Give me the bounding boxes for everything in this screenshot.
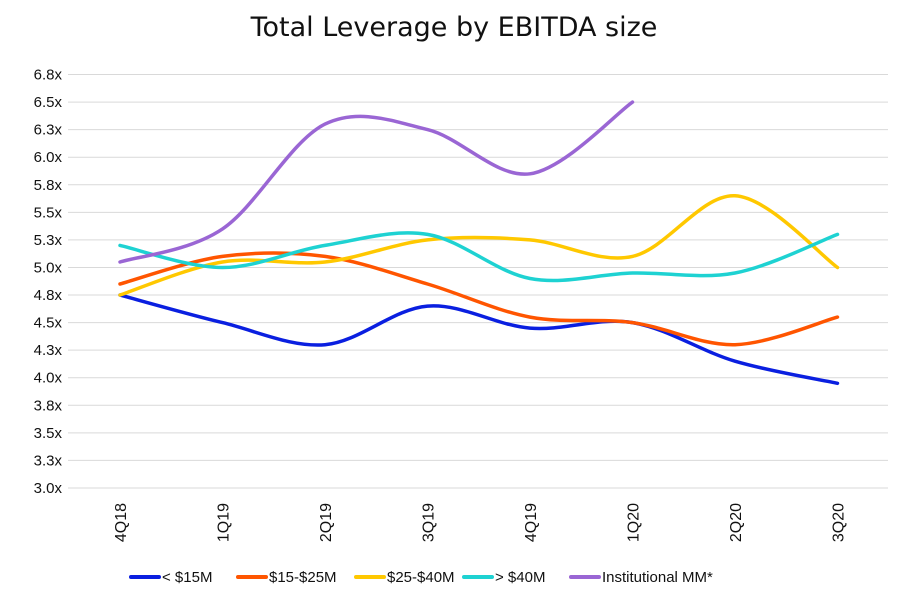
y-axis-ticks: 3.0x 3.3x 3.5x 3.8x 4.0x 4.3x 4.5x 4.8x 5.0x 5.3x… bbox=[34, 67, 63, 497]
x-tick-label: 1Q20 bbox=[626, 503, 643, 542]
legend-label: $25-$40M bbox=[387, 569, 455, 586]
series-line-1 bbox=[118, 251, 840, 347]
y-tick-label: 6.0x bbox=[34, 149, 63, 166]
y-tick-label: 6.5x bbox=[34, 94, 63, 111]
chart-title: Total Leverage by EBITDA size bbox=[250, 12, 658, 43]
x-tick-label: 2Q19 bbox=[318, 503, 335, 542]
y-tick-label: 3.5x bbox=[34, 425, 63, 442]
series-line-2 bbox=[118, 194, 840, 297]
x-tick-label: 3Q20 bbox=[831, 503, 848, 542]
legend-label: Institutional MM* bbox=[602, 569, 713, 586]
x-tick-label: 4Q19 bbox=[523, 503, 540, 542]
y-tick-label: 4.5x bbox=[34, 315, 63, 332]
y-tick-label: 4.8x bbox=[34, 287, 63, 304]
y-tick-label: 5.3x bbox=[34, 232, 63, 249]
y-tick-label: 3.8x bbox=[34, 397, 63, 414]
x-tick-label: 1Q19 bbox=[216, 503, 233, 542]
y-tick-label: 4.0x bbox=[34, 370, 63, 387]
series-line-3 bbox=[118, 231, 840, 283]
legend: < $15M $15-$25M $25-$40M > $40M Institutiona… bbox=[129, 569, 713, 586]
y-tick-label: 3.3x bbox=[34, 452, 63, 469]
x-tick-label: 2Q20 bbox=[728, 503, 745, 542]
legend-label: > $40M bbox=[495, 569, 545, 586]
y-tick-label: 6.3x bbox=[34, 122, 63, 139]
y-tick-label: 5.0x bbox=[34, 259, 63, 276]
x-tick-label: 3Q19 bbox=[421, 503, 438, 542]
y-tick-label: 5.8x bbox=[34, 177, 63, 194]
legend-label: < $15M bbox=[162, 569, 212, 586]
y-tick-label: 4.3x bbox=[34, 342, 63, 359]
series-lines bbox=[118, 100, 840, 386]
series-line-4 bbox=[118, 100, 635, 264]
y-tick-label: 5.5x bbox=[34, 204, 63, 221]
series-line-0 bbox=[118, 293, 840, 386]
y-tick-label: 6.8x bbox=[34, 67, 63, 84]
grid-lines bbox=[68, 74, 888, 489]
x-tick-label: 4Q18 bbox=[113, 503, 130, 542]
y-tick-label: 3.0x bbox=[34, 480, 63, 497]
x-axis-ticks: 4Q18 1Q19 2Q19 3Q19 4Q19 1Q20 2Q20 3Q20 bbox=[113, 503, 848, 542]
legend-label: $15-$25M bbox=[269, 569, 337, 586]
